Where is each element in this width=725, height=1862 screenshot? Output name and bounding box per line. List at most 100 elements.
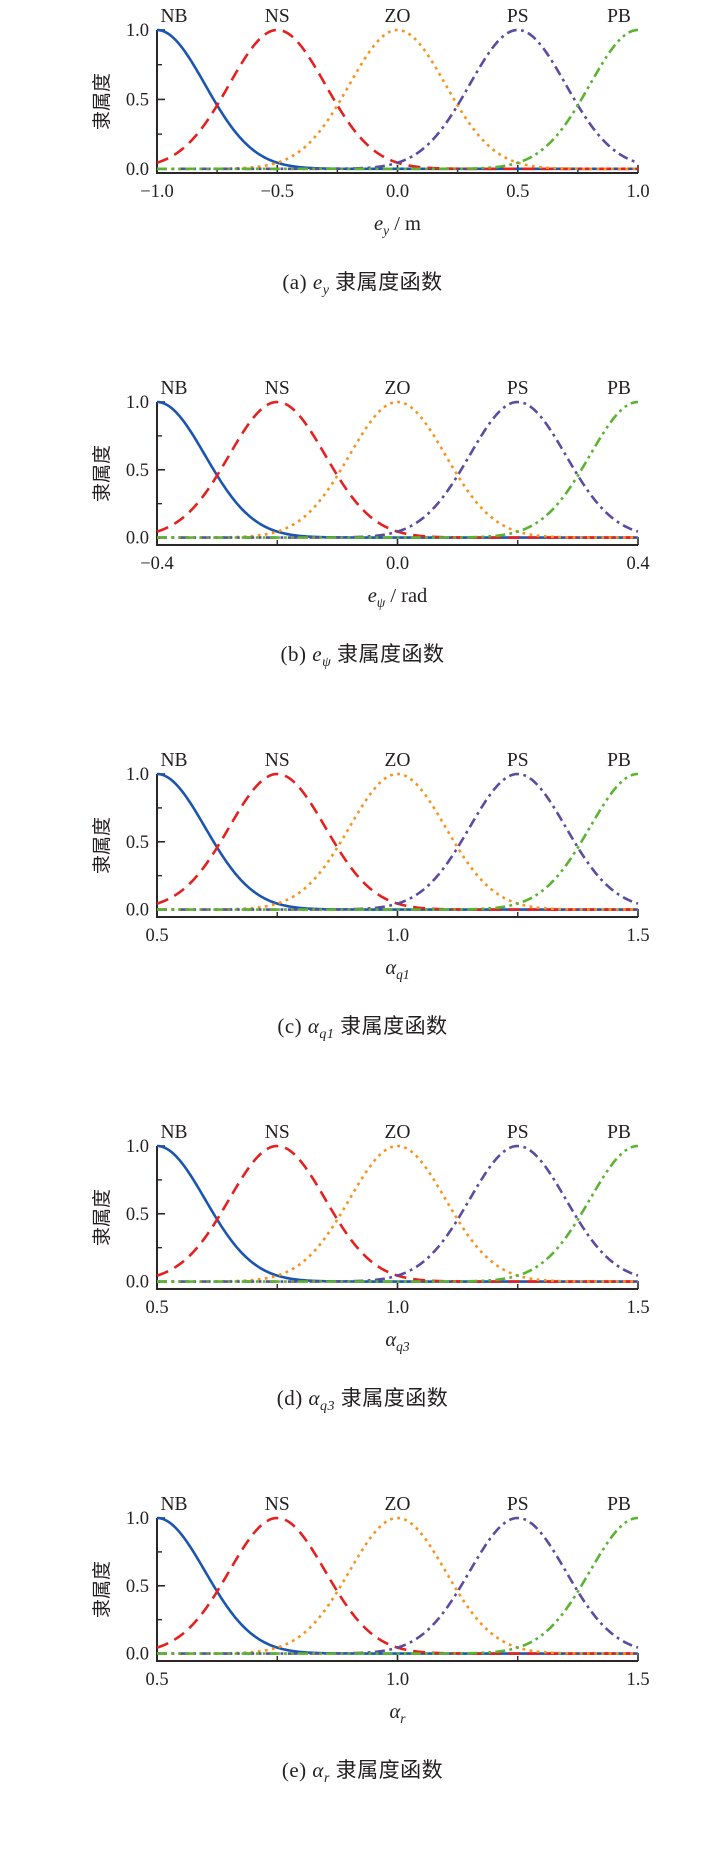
y-tick-label: 0.0 [126, 529, 149, 549]
x-tick-label: 0.0 [386, 554, 409, 574]
x-tick-label: −0.4 [140, 554, 174, 574]
membership-curve-ps [157, 1144, 639, 1283]
peak-label-ns: NS [265, 6, 290, 27]
membership-curve-zo [157, 1144, 638, 1283]
peak-label-nb: NB [160, 6, 187, 27]
membership-curve-ps [157, 772, 639, 911]
y-tick-label: 1.0 [126, 1509, 149, 1529]
peak-label-zo: ZO [385, 6, 411, 27]
caption-variable: α [308, 1386, 321, 1410]
membership-curve-ns [156, 1144, 638, 1283]
peak-label-ps: PS [507, 750, 529, 771]
figure-panel-e: 0.5 1.0 1.5 0.0 0.5 1.0 隶属度 NB NS ZO PS PB αr (e) αr… [0, 1490, 725, 1862]
x-tick-label: 1.0 [626, 182, 649, 202]
y-axis-label: 隶属度 [91, 445, 113, 502]
membership-curve-ns [156, 772, 638, 911]
caption-suffix: 隶属度函数 [329, 270, 443, 294]
peak-label-ns: NS [265, 1494, 290, 1515]
membership-curve-nb [156, 28, 638, 171]
peak-label-zo: ZO [385, 1122, 411, 1143]
caption-suffix: 隶属度函数 [335, 1386, 449, 1410]
membership-curve-nb [156, 1144, 638, 1283]
peak-label-zo: ZO [385, 1494, 411, 1515]
x-tick-label: 0.5 [145, 926, 168, 946]
caption-index: (d) [276, 1386, 303, 1410]
peak-label-nb: NB [160, 378, 187, 399]
axis-spines [156, 1146, 638, 1290]
y-tick-label: 0.5 [126, 1205, 149, 1225]
x-tick-label: −1.0 [140, 182, 174, 202]
membership-curve-ns [156, 28, 638, 171]
membership-curve-nb [156, 772, 638, 911]
x-tick-label: 1.5 [626, 926, 649, 946]
x-tick-label: 1.5 [626, 1298, 649, 1318]
membership-function-chart-b: −0.4 0.0 0.4 0.0 0.5 1.0 隶属度 NB NS ZO PS PB eψ / rad [91, 378, 650, 610]
caption-subscript: y [322, 283, 330, 298]
x-tick-label: 0.5 [145, 1298, 168, 1318]
membership-curve-ns [156, 1516, 638, 1655]
membership-function-chart-c: 0.5 1.0 1.5 0.0 0.5 1.0 隶属度 NB NS ZO PS PB αq1 [91, 750, 650, 982]
y-tick-label: 1.0 [126, 1137, 149, 1157]
membership-curve-nb [156, 400, 638, 539]
x-axis-label: ey / m [374, 213, 421, 238]
caption-suffix: 隶属度函数 [329, 1758, 444, 1782]
peak-label-pb: PB [607, 750, 631, 771]
x-tick-label: 1.0 [386, 926, 409, 946]
membership-function-chart-a: −1.0 −0.5 0.0 0.5 1.0 0.0 0.5 1.0 隶属度 NB NS ZO PS PB e… [91, 6, 650, 238]
axis-spines [156, 30, 638, 174]
x-axis-label: αq3 [385, 1329, 410, 1354]
membership-curve-pb [157, 28, 639, 171]
x-tick-label: 1.0 [386, 1670, 409, 1690]
y-axis-label: 隶属度 [91, 73, 113, 130]
y-axis-label: 隶属度 [91, 1561, 113, 1618]
figure-panel-a: −1.0 −0.5 0.0 0.5 1.0 0.0 0.5 1.0 隶属度 NB NS ZO PS PB e… [0, 2, 725, 374]
peak-label-ps: PS [507, 1494, 529, 1515]
figure-panel-b: −0.4 0.0 0.4 0.0 0.5 1.0 隶属度 NB NS ZO PS PB eψ / rad… [0, 374, 725, 746]
y-tick-label: 1.0 [126, 393, 149, 413]
y-tick-label: 0.5 [126, 1577, 149, 1597]
membership-curve-zo [157, 1516, 638, 1655]
caption-variable: α [307, 1014, 320, 1038]
caption-index: (b) [280, 642, 307, 666]
y-tick-label: 1.0 [126, 765, 149, 785]
y-tick-label: 0.0 [126, 160, 149, 180]
x-tick-label: 0.0 [386, 182, 409, 202]
membership-curve-ps [157, 1516, 639, 1655]
figure-caption-a: (a) ey 隶属度函数 [0, 266, 725, 299]
membership-curve-zo [157, 772, 638, 911]
membership-function-chart-d: 0.5 1.0 1.5 0.0 0.5 1.0 隶属度 NB NS ZO PS PB αq3 [91, 1122, 650, 1354]
peak-label-ps: PS [507, 1122, 529, 1143]
peak-label-zo: ZO [385, 750, 411, 771]
figure-caption-d: (d) αq3 隶属度函数 [0, 1382, 725, 1415]
membership-curve-ps [157, 28, 639, 171]
figure-panel-d: 0.5 1.0 1.5 0.0 0.5 1.0 隶属度 NB NS ZO PS PB αq3 (d) α… [0, 1118, 725, 1490]
peak-label-pb: PB [607, 6, 631, 27]
peak-label-pb: PB [607, 378, 631, 399]
x-tick-label: 1.5 [626, 1670, 649, 1690]
membership-curve-zo [157, 400, 638, 539]
caption-suffix: 隶属度函数 [334, 1014, 448, 1038]
y-tick-label: 0.0 [126, 1645, 149, 1665]
peak-label-ps: PS [507, 6, 529, 27]
x-axis-label: eψ / rad [368, 585, 428, 610]
peak-label-ns: NS [265, 750, 290, 771]
y-axis-label: 隶属度 [91, 817, 113, 874]
x-tick-label: 0.5 [145, 1670, 168, 1690]
membership-curve-nb [156, 1516, 638, 1655]
caption-index: (c) [277, 1014, 303, 1038]
axis-spines [156, 774, 638, 918]
x-axis-label: αq1 [385, 957, 409, 982]
figure-caption-c: (c) αq1 隶属度函数 [0, 1010, 725, 1043]
y-tick-label: 1.0 [126, 21, 149, 41]
axis-spines [156, 1518, 638, 1662]
membership-function-chart-e: 0.5 1.0 1.5 0.0 0.5 1.0 隶属度 NB NS ZO PS PB αr [91, 1494, 650, 1726]
caption-subscript: ψ [322, 655, 332, 670]
x-tick-label: 0.5 [506, 182, 529, 202]
figure-panel-c: 0.5 1.0 1.5 0.0 0.5 1.0 隶属度 NB NS ZO PS PB αq1 (c) α… [0, 746, 725, 1118]
membership-curve-ps [157, 400, 639, 539]
y-axis-label: 隶属度 [91, 1189, 113, 1246]
caption-subscript: q1 [319, 1027, 335, 1042]
caption-index: (e) [281, 1758, 307, 1782]
peak-label-zo: ZO [385, 378, 411, 399]
